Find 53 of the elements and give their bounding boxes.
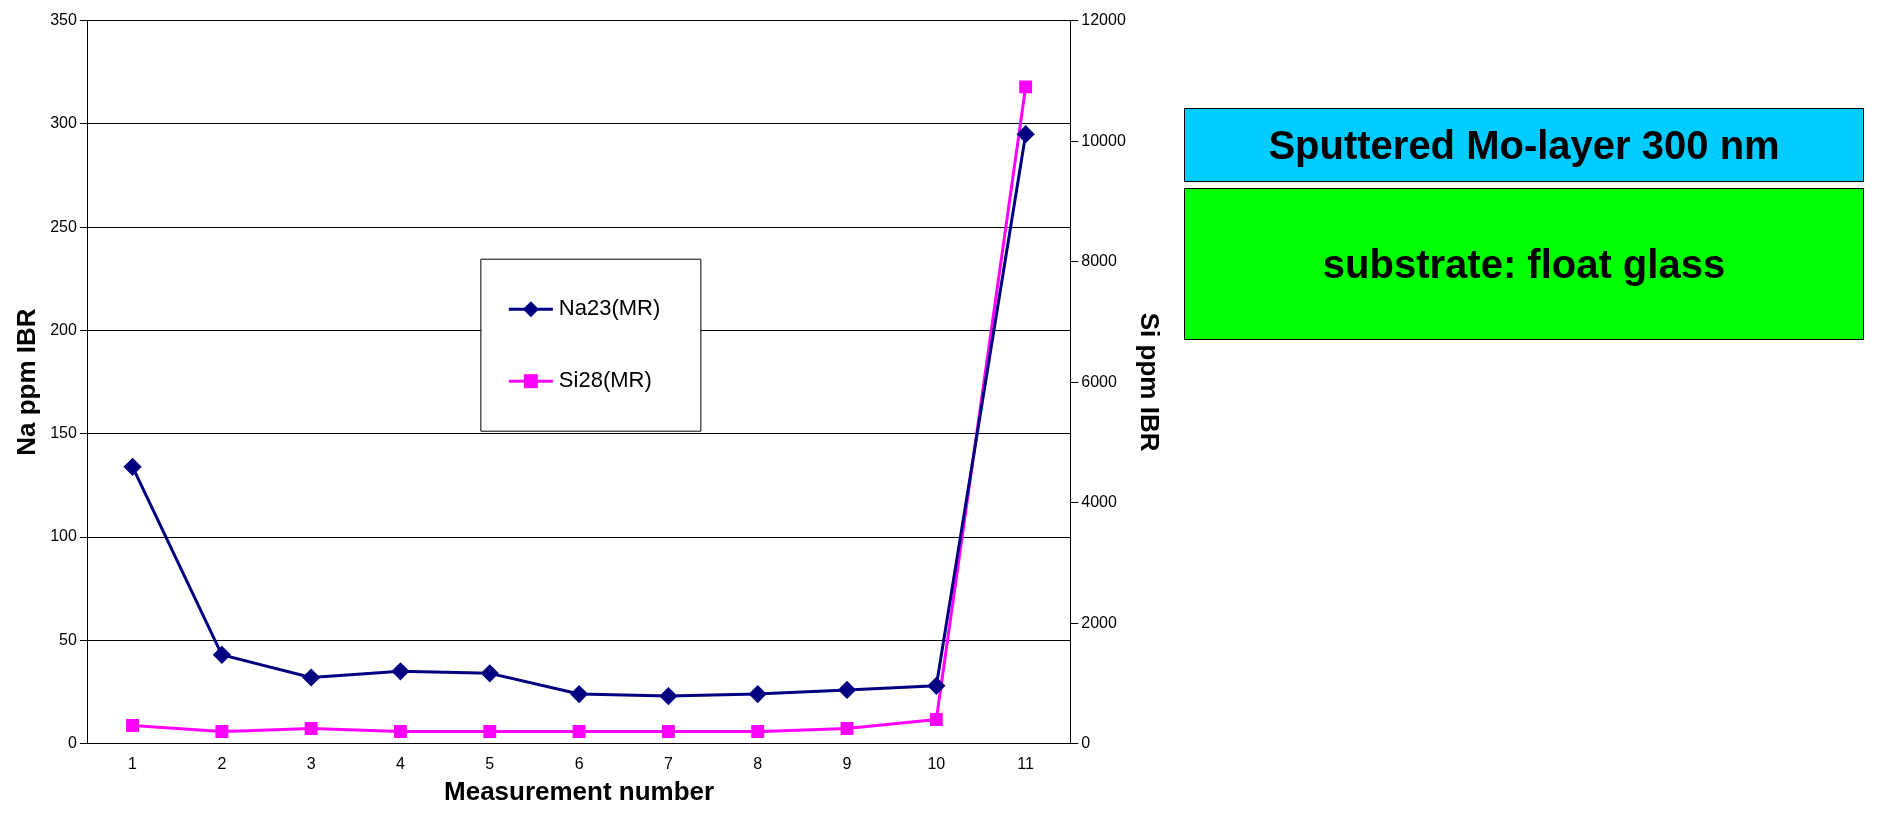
- point: [929, 713, 943, 726]
- legend-label: Si28(MR): [558, 367, 652, 393]
- x-tick-label: 11: [1017, 754, 1035, 772]
- point: [215, 725, 229, 738]
- x-tick-label: 8: [753, 754, 763, 772]
- point: [1019, 80, 1033, 94]
- point: [394, 725, 407, 738]
- y2-tick-label: 6000: [1081, 372, 1117, 390]
- point: [1017, 125, 1035, 143]
- point: [840, 722, 854, 735]
- x-tick-label: 10: [927, 754, 946, 772]
- y2-tick-label: 0: [1081, 734, 1091, 752]
- y2-tick-label: 10000: [1081, 131, 1126, 149]
- x-tick-label: 7: [663, 754, 673, 772]
- point: [391, 662, 409, 680]
- y2-tick-label: 2000: [1081, 613, 1117, 631]
- legend-label: Na23(MR): [558, 295, 661, 321]
- point: [302, 669, 320, 686]
- point: [213, 646, 231, 664]
- point: [572, 725, 586, 738]
- y2-axis-title: Si ppm IBR: [1135, 312, 1166, 452]
- point: [661, 725, 675, 738]
- y2-tick-label: 12000: [1081, 11, 1126, 29]
- y2-tick-label: 8000: [1081, 252, 1117, 270]
- point: [124, 458, 142, 476]
- point: [751, 725, 765, 738]
- x-tick-label: 3: [306, 754, 316, 772]
- point: [126, 719, 139, 732]
- y-tick-label: 150: [50, 424, 77, 442]
- y-tick-label: 50: [59, 630, 77, 648]
- y-axis-title: Na ppm IBR: [10, 308, 41, 456]
- y-tick-label: 100: [50, 527, 77, 545]
- y2-tick-label: 4000: [1081, 493, 1117, 511]
- y-tick-label: 350: [50, 11, 77, 29]
- x-tick-label: 1: [128, 754, 138, 772]
- y-tick-label: 300: [50, 114, 77, 132]
- x-tick-label: 2: [217, 754, 227, 772]
- point: [304, 722, 318, 735]
- y-tick-label: 200: [50, 320, 77, 338]
- x-tick-label: 6: [574, 754, 584, 772]
- x-axis-title: Measurement number: [444, 775, 715, 806]
- x-tick-label: 5: [485, 754, 495, 772]
- point: [927, 677, 945, 695]
- y-tick-label: 250: [50, 217, 77, 235]
- point: [749, 685, 767, 703]
- point: [659, 687, 677, 705]
- x-tick-label: 9: [842, 754, 852, 772]
- point: [570, 685, 588, 703]
- point: [481, 664, 499, 682]
- point: [483, 725, 497, 738]
- x-tick-label: 4: [396, 754, 406, 772]
- point: [838, 681, 856, 699]
- y-tick-label: 0: [67, 734, 77, 752]
